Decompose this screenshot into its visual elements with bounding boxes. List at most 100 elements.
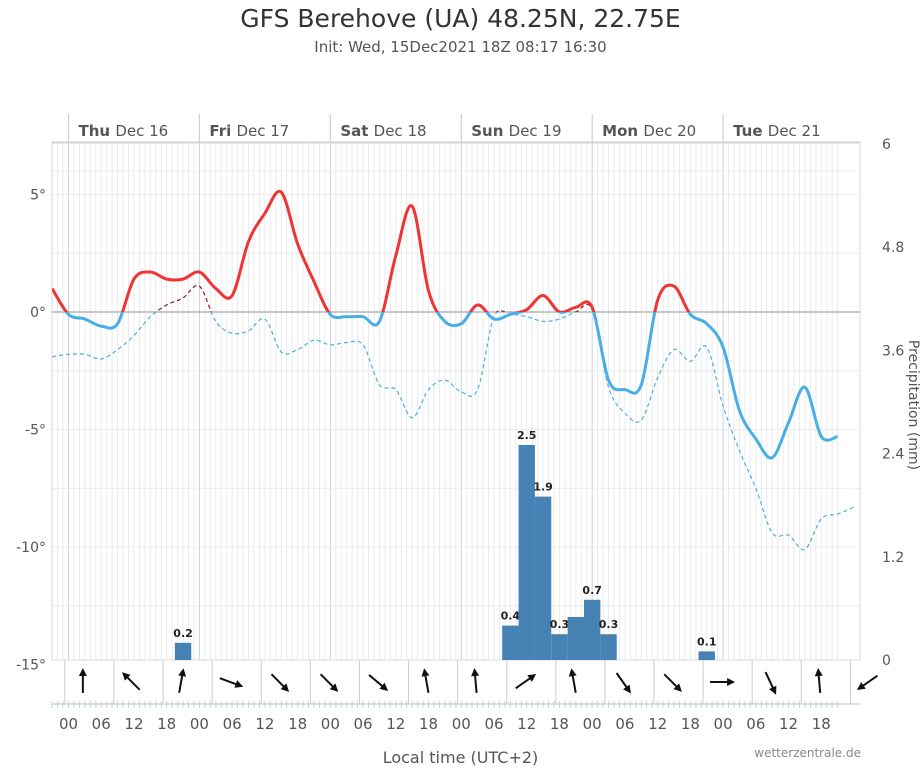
precip-bar-label: 0.1 — [697, 635, 717, 648]
precip-bar — [698, 651, 715, 660]
day-label: Fri Dec 17 — [209, 122, 289, 140]
x-axis-tick-label: 06 — [484, 715, 503, 733]
x-axis-tick-label: 12 — [124, 715, 143, 733]
precip-bar-label: 1.9 — [533, 481, 553, 494]
right-axis-tick-label: 2.4 — [882, 447, 904, 463]
wind-arrow-head — [421, 668, 430, 677]
wind-arrow-head — [234, 680, 244, 688]
precip-bar-label: 0.7 — [582, 584, 602, 597]
wind-arrow — [515, 673, 537, 690]
wind-arrow-head — [727, 678, 736, 686]
x-axis-tick-label: 00 — [190, 715, 209, 733]
day-label-weekday: Tue — [733, 122, 768, 140]
x-axis-tick-label: 12 — [255, 715, 274, 733]
chart-subtitle: Init: Wed, 15Dec2021 18Z 08:17 16:30 — [314, 38, 607, 56]
x-axis-tick-label: 00 — [321, 715, 340, 733]
x-axis-tick-label: 06 — [223, 715, 242, 733]
x-axis-tick-label: 00 — [452, 715, 471, 733]
wind-arrow-head — [78, 668, 87, 676]
wind-arrow — [368, 674, 389, 691]
precip-bar — [600, 634, 617, 660]
x-axis-tick-label: 18 — [419, 715, 438, 733]
left-axis-tick-label: -15° — [16, 658, 46, 674]
right-axis-tick-label: 1.2 — [882, 550, 904, 566]
x-axis-tick-label: 12 — [648, 715, 667, 733]
x-axis-tick-label: 00 — [59, 715, 78, 733]
day-label-date: Dec 17 — [236, 122, 289, 140]
day-label-date: Dec 19 — [509, 122, 562, 140]
temperature-line-above-zero — [52, 189, 691, 312]
day-label-date: Dec 21 — [768, 122, 821, 140]
day-label-date: Dec 18 — [374, 122, 427, 140]
day-label: Tue Dec 21 — [733, 122, 821, 140]
x-axis-tick-label: 12 — [517, 715, 536, 733]
wind-arrow-head — [471, 668, 480, 677]
dewpoint-line — [52, 312, 855, 551]
dewpoint-line-above-zero — [154, 284, 594, 312]
wind-arrow-head — [379, 682, 389, 691]
precip-bar-label: 0.2 — [173, 627, 193, 640]
x-axis-tick-label: 06 — [92, 715, 111, 733]
precip-bar — [567, 617, 584, 660]
wind-arrow — [319, 673, 339, 692]
day-label-date: Dec 20 — [643, 122, 696, 140]
day-label-weekday: Sat — [340, 122, 373, 140]
right-axis-title: Precipitation (mm) — [905, 340, 921, 470]
precip-bar-label: 0.3 — [599, 618, 619, 631]
wind-arrow-head — [856, 682, 866, 691]
left-axis-tick-label: 0° — [30, 305, 46, 321]
x-axis-tick-label: 18 — [288, 715, 307, 733]
x-axis-tick-label: 18 — [157, 715, 176, 733]
x-axis-tick-label: 00 — [714, 715, 733, 733]
wind-arrow — [178, 668, 187, 694]
right-axis-tick-label: 0 — [882, 653, 891, 669]
wind-arrow — [78, 668, 87, 693]
x-axis-tick-label: 12 — [779, 715, 798, 733]
wind-arrow-head — [623, 684, 631, 694]
precip-bar — [518, 445, 535, 660]
credit-text[interactable]: wetterzentrale.de — [754, 746, 861, 760]
x-axis-tick-label: 12 — [386, 715, 405, 733]
wind-arrow-head — [568, 668, 577, 677]
day-label-weekday: Sun — [471, 122, 508, 140]
x-axis-tick-label: 06 — [354, 715, 373, 733]
wind-arrow — [764, 671, 777, 695]
left-axis-tick-label: 5° — [30, 188, 46, 204]
day-label: Thu Dec 16 — [79, 122, 169, 140]
wind-arrow — [856, 674, 878, 691]
left-axis-tick-label: -5° — [25, 423, 46, 439]
precip-bar-label: 0.4 — [501, 610, 521, 623]
right-axis-tick-label: 4.8 — [882, 240, 904, 256]
day-label-weekday: Mon — [602, 122, 643, 140]
precip-bar-label: 2.5 — [517, 429, 537, 442]
wind-arrow — [421, 668, 430, 694]
precip-bar — [583, 599, 601, 660]
day-label-weekday: Fri — [209, 122, 236, 140]
wind-arrow-head — [178, 668, 187, 677]
x-axis-tick-label: 06 — [615, 715, 634, 733]
right-axis-tick-label: 6 — [882, 137, 891, 153]
wind-arrow — [219, 677, 244, 688]
x-axis-tick-label: 18 — [550, 715, 569, 733]
wind-arrow — [663, 673, 682, 692]
day-label: Sun Dec 19 — [471, 122, 561, 140]
temperature-line-below-zero — [64, 312, 839, 460]
precip-bar-label: 0.3 — [550, 618, 570, 631]
day-label-weekday: Thu — [79, 122, 116, 140]
left-axis-tick-label: -10° — [16, 540, 46, 556]
precip-bar — [551, 634, 568, 660]
x-axis-title: Local time (UTC+2) — [382, 748, 539, 767]
wind-arrow-head — [769, 685, 777, 695]
right-axis-tick-label: 3.6 — [882, 343, 904, 359]
wind-arrow — [615, 672, 631, 694]
precip-bar — [534, 496, 552, 660]
wind-arrow — [568, 668, 577, 694]
wind-arrow — [814, 668, 823, 694]
x-axis-tick-label: 18 — [812, 715, 831, 733]
wind-arrow-head — [814, 668, 823, 677]
wind-arrow — [471, 668, 480, 694]
wind-arrow — [270, 673, 290, 692]
day-label-date: Dec 16 — [115, 122, 168, 140]
chart-title: GFS Berehove (UA) 48.25N, 22.75E — [240, 4, 681, 33]
